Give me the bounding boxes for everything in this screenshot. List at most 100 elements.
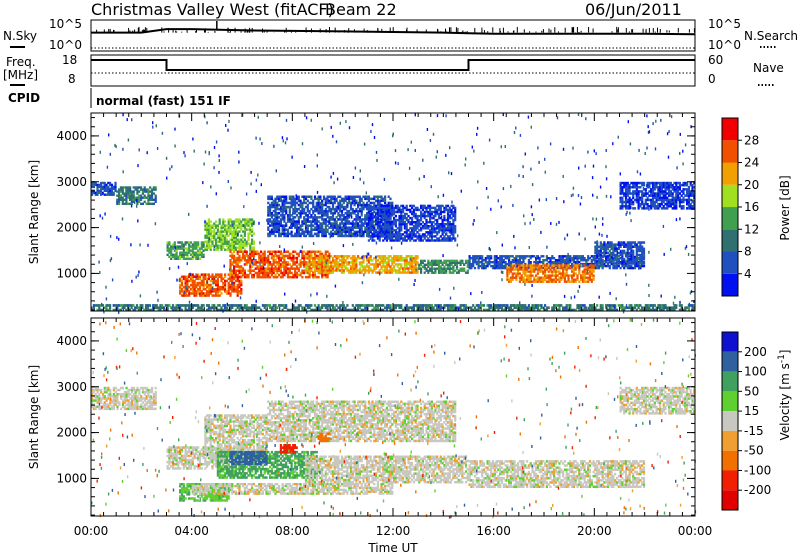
power-cell xyxy=(290,226,293,229)
power-cell xyxy=(233,224,236,227)
power-cell xyxy=(238,244,241,247)
power-cell xyxy=(403,235,406,238)
power-cell xyxy=(346,255,349,258)
power-cell xyxy=(434,229,437,232)
power-cell xyxy=(269,209,272,213)
power-cell xyxy=(398,263,401,266)
power-cell xyxy=(333,232,336,236)
power-cell xyxy=(394,214,397,218)
power-cell xyxy=(355,218,358,221)
power-cell xyxy=(94,181,97,185)
power-cell xyxy=(429,261,432,264)
power-cell xyxy=(353,259,356,262)
power-cell xyxy=(195,275,198,278)
power-cell xyxy=(251,250,254,253)
power-cell xyxy=(294,209,297,213)
power-cell xyxy=(396,231,399,234)
power-cell xyxy=(443,269,446,272)
power-cell xyxy=(260,271,263,275)
power-cell xyxy=(236,240,239,243)
power-cell xyxy=(339,228,342,231)
power-cell xyxy=(211,242,214,245)
power-cell xyxy=(303,195,306,198)
power-cell xyxy=(306,209,309,213)
power-cell xyxy=(209,232,212,235)
power-cell xyxy=(387,206,390,210)
power-cell xyxy=(193,255,196,258)
power-cell xyxy=(304,265,308,268)
power-cell xyxy=(592,270,595,273)
power-cell xyxy=(127,192,130,195)
power-cell xyxy=(303,256,306,260)
power-cell xyxy=(303,218,306,221)
power-cell xyxy=(132,194,135,197)
power-cell xyxy=(339,207,342,211)
power-cell xyxy=(427,204,430,208)
power-cell xyxy=(247,261,250,264)
power-cell xyxy=(358,261,361,264)
power-cell xyxy=(367,225,370,228)
power-cell xyxy=(225,244,228,247)
power-cell xyxy=(267,226,270,229)
power-cell xyxy=(206,273,209,276)
power-cell xyxy=(430,229,433,232)
power-cell xyxy=(292,254,295,258)
power-cell xyxy=(224,230,227,233)
power-cell xyxy=(495,257,498,260)
power-cell xyxy=(335,205,338,209)
power-cell xyxy=(459,263,462,266)
power-cell xyxy=(272,250,275,253)
power-cell xyxy=(362,222,365,225)
power-cell xyxy=(420,267,423,270)
power-cell xyxy=(321,263,324,266)
power-cell xyxy=(313,209,317,213)
power-cell xyxy=(412,208,415,212)
power-cell xyxy=(301,212,304,215)
power-cell xyxy=(326,205,329,209)
power-cell xyxy=(443,231,446,234)
power-cell xyxy=(364,230,367,234)
power-cell xyxy=(400,255,403,258)
power-cell xyxy=(344,199,347,203)
power-cell xyxy=(274,234,277,238)
power-cell xyxy=(306,224,309,227)
power-cell xyxy=(407,263,410,266)
power-cell xyxy=(434,218,437,222)
power-cell xyxy=(351,257,354,260)
power-cell xyxy=(360,207,363,211)
power-cell xyxy=(225,290,228,293)
power-cell xyxy=(403,237,406,240)
power-cell xyxy=(330,226,333,229)
power-cell xyxy=(416,235,419,238)
power-cell xyxy=(231,256,234,260)
power-cell xyxy=(303,222,306,225)
power-cell xyxy=(527,266,530,270)
power-cell xyxy=(491,261,495,264)
power-cell xyxy=(317,267,320,270)
power-cell xyxy=(238,222,241,225)
power-cell xyxy=(236,226,239,229)
power-cell xyxy=(278,197,281,201)
power-cell xyxy=(439,212,442,216)
power-cell xyxy=(353,197,356,201)
power-cell xyxy=(103,185,106,189)
power-cell xyxy=(362,203,365,207)
power-cell xyxy=(376,265,379,268)
power-cell xyxy=(425,231,428,234)
power-cell xyxy=(558,261,561,264)
power-cell xyxy=(110,189,113,192)
power-cell xyxy=(276,214,279,217)
power-cell xyxy=(387,227,390,230)
power-cell xyxy=(394,221,397,224)
power-cell xyxy=(310,257,313,260)
power-cell xyxy=(278,207,281,211)
power-cell xyxy=(353,209,356,213)
power-cell xyxy=(391,206,394,210)
power-cell xyxy=(369,224,372,227)
power-cell xyxy=(326,228,329,231)
power-cell xyxy=(233,290,236,293)
power-cell xyxy=(179,279,182,283)
power-cell xyxy=(229,248,232,251)
power-cell xyxy=(420,227,423,230)
power-cell xyxy=(353,201,356,205)
